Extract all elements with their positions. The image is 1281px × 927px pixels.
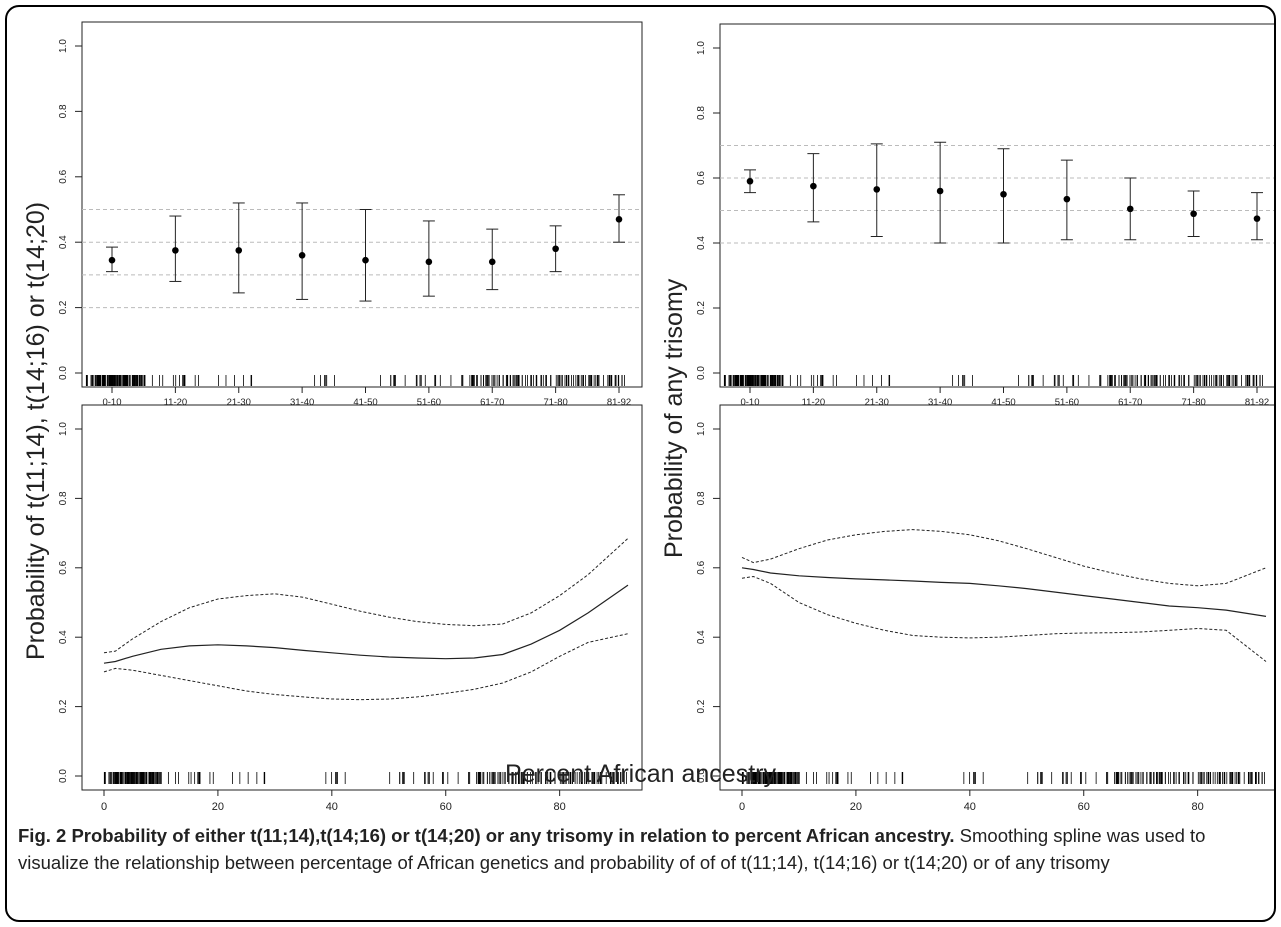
x-tick-label: 71-80 [1181,397,1205,408]
x-tick-label: 31-40 [928,397,952,408]
y-tick-label: 0.4 [58,630,69,644]
x-tick-label: 0 [739,801,745,813]
y-tick-label: 0.2 [696,699,707,713]
y-tick-label: 1.0 [696,422,707,436]
y-axis-label-left: Probability of t(11;14), t(14;16) or t(1… [22,201,50,660]
x-tick-label: 80 [554,801,566,813]
data-point [488,258,496,266]
data-point [1253,215,1261,222]
y-tick-label: 0.4 [58,235,69,249]
y-tick-label: 0.2 [58,699,69,713]
spline-fit-line [741,567,1267,617]
data-point [362,256,369,264]
y-tick-label: 0.6 [696,560,707,574]
x-tick-label: 20 [212,801,224,813]
data-point [873,186,881,193]
y-tick-label: 1.0 [696,41,707,55]
plot-frame [719,23,1274,388]
caption-body: Smoothing spline was used to visualize t… [18,825,1206,873]
x-tick-label: 0 [101,801,107,813]
y-tick-label: 0.8 [58,104,69,118]
data-point [172,247,179,254]
y-tick-label: 0.8 [58,491,69,505]
y-tick-label: 0.0 [696,769,707,783]
data-point [298,251,306,259]
data-point [552,245,559,253]
caption-lead: Fig. 2 Probability of either t(11;14),t(… [18,825,955,846]
confidence-band-line [103,537,629,654]
y-axis-label-right: Probability of any trisomy [660,278,688,558]
data-point [1126,205,1134,213]
x-tick-label: 81-92 [607,397,631,408]
y-tick-label: 0.4 [696,630,707,644]
x-tick-label: 31-40 [290,397,314,408]
panel-top-left: 0.0 0.2 0.4 0.6 0.8 1.0 0-10 11-20 21-30 31-40 41-… [58,21,643,408]
data-point [108,256,116,264]
x-tick-label: 21-30 [865,397,889,408]
spline-fit-line [103,584,629,664]
y-tick-label: 0.8 [696,491,707,505]
x-axis-label-bottom: Percent African ancestry [505,760,776,788]
y-tick-label: 0.2 [58,300,69,314]
y-tick-label: 0.6 [58,169,69,183]
panel-top-right: 0.0 0.2 0.4 0.6 0.8 1.0 0-10 11-20 21-30 31-40 41-… [696,23,1274,408]
x-tick-label: 60 [440,801,452,813]
panel-bottom-left: 0.0 0.2 0.4 0.6 0.8 1.0 0 20 40 60 80 [58,404,643,813]
plot-frame [719,404,1274,791]
figure-caption: Fig. 2 Probability of either t(11;14),t(… [18,822,1268,876]
data-point [615,216,623,223]
x-tick-label: 61-70 [480,397,504,408]
x-tick-label: 0-10 [740,397,759,408]
x-tick-label: 60 [1078,801,1090,813]
x-tick-label: 51-60 [1055,397,1079,408]
y-tick-label: 0.0 [696,366,707,380]
figure-svg: 0.0 0.2 0.4 0.6 0.8 1.0 0-10 11-20 21-30 31-40 41-… [58,21,1274,813]
panel-bottom-right: 0.0 0.2 0.4 0.6 0.8 1.0 0 20 40 60 80 [696,404,1274,813]
data-point [746,177,754,185]
x-tick-label: 40 [326,801,338,813]
confidence-band-line [741,529,1267,587]
x-tick-label: 80 [1192,801,1204,813]
data-point [810,182,817,190]
figure-frame: 0.0 0.2 0.4 0.6 0.8 1.0 0-10 11-20 21-30 31-40 41-… [5,5,1276,922]
data-point [936,187,944,195]
data-point [1063,195,1071,203]
x-tick-label: 41-50 [991,397,1015,408]
y-tick-label: 1.0 [58,422,69,436]
data-point [1190,210,1197,218]
x-tick-label: 41-50 [353,397,377,408]
y-tick-label: 0.0 [58,366,69,380]
plot-frame [81,21,643,388]
plot-frame [81,404,643,791]
x-tick-label: 21-30 [227,397,251,408]
x-tick-label: 11-20 [164,397,188,408]
x-tick-label: 71-80 [543,397,567,408]
confidence-band-line [741,575,1267,662]
y-tick-label: 0.2 [696,301,707,315]
y-tick-label: 0.6 [696,171,707,185]
data-point [1000,190,1007,198]
y-tick-label: 1.0 [58,39,69,53]
y-tick-label: 0.0 [58,769,69,783]
data-point [425,258,433,266]
y-tick-label: 0.4 [696,236,707,250]
x-tick-label: 81-92 [1245,397,1269,408]
x-tick-label: 11-20 [802,397,826,408]
x-tick-label: 61-70 [1118,397,1142,408]
y-tick-label: 0.8 [696,106,707,120]
x-tick-label: 0-10 [102,397,121,408]
data-point [235,247,243,254]
x-tick-label: 20 [850,801,862,813]
confidence-band-line [103,633,629,701]
x-tick-label: 51-60 [417,397,441,408]
y-tick-label: 0.6 [58,560,69,574]
x-tick-label: 40 [964,801,976,813]
